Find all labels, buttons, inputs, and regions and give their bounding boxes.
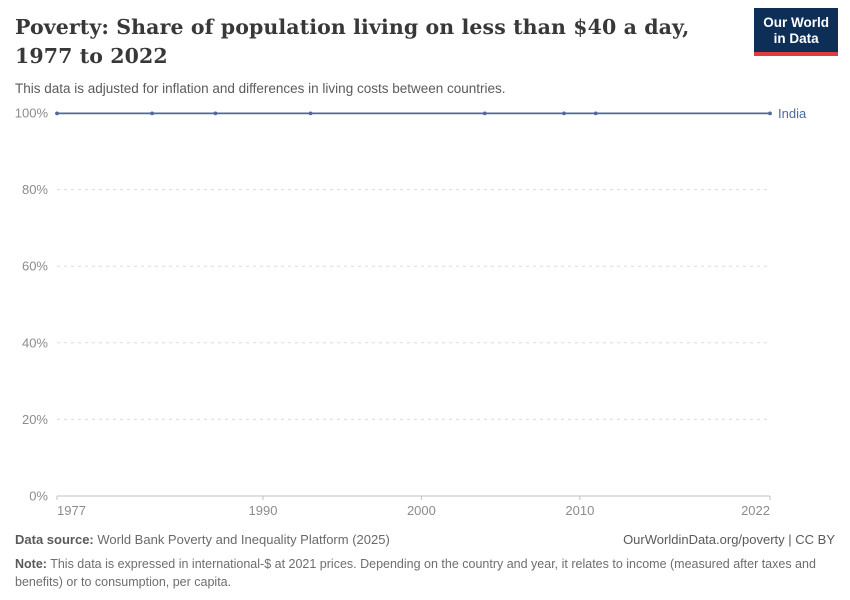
data-point-india-1983[interactable]	[150, 111, 154, 116]
data-point-india-2004[interactable]	[482, 111, 487, 116]
page-title: Poverty: Share of population living on l…	[15, 15, 690, 69]
data-point-india-1977[interactable]	[55, 111, 59, 116]
y-tick-label-40: 40%	[22, 335, 48, 350]
data-source-label: Data source:	[15, 532, 94, 547]
data-point-india-1987[interactable]	[213, 111, 218, 116]
y-tick-label-0: 0%	[29, 489, 48, 504]
note-value: This data is expressed in international-…	[15, 556, 816, 589]
x-tick-label-1977: 1977	[57, 503, 86, 518]
x-tick-label-2022: 2022	[741, 503, 770, 518]
series-label-india[interactable]: India	[778, 106, 807, 121]
x-tick-label-1990: 1990	[249, 503, 278, 518]
data-source: Data source: World Bank Poverty and Ineq…	[15, 531, 390, 550]
y-tick-label-80: 80%	[22, 182, 48, 197]
chart-note: Note: This data is expressed in internat…	[15, 555, 835, 591]
y-tick-label-60: 60%	[22, 259, 48, 274]
note-label: Note:	[15, 556, 47, 571]
data-point-india-2022[interactable]	[768, 111, 772, 116]
owid-credit-link[interactable]: OurWorldinData.org/poverty | CC BY	[623, 532, 835, 547]
chart-footer: Data source: World Bank Poverty and Ineq…	[15, 531, 835, 591]
owid-logo[interactable]: Our World in Data	[754, 8, 838, 57]
data-point-india-1993[interactable]	[308, 111, 313, 116]
y-tick-label-100: 100%	[15, 106, 49, 121]
owid-logo-line2: in Data	[773, 31, 819, 47]
data-point-india-2011[interactable]	[593, 111, 598, 116]
x-tick-label-2010: 2010	[565, 503, 594, 518]
chart-subtitle: This data is adjusted for inflation and …	[15, 81, 506, 97]
owid-logo-line1: Our World	[763, 15, 829, 30]
data-source-value: World Bank Poverty and Inequality Platfo…	[93, 532, 390, 547]
line-chart: 0% 20% 40% 60% 80% 100% 1977 1990 2000 2010 2022 In…	[0, 95, 850, 527]
chart-header: Poverty: Share of population living on l…	[15, 8, 838, 98]
x-tick-label-2000: 2000	[407, 503, 436, 518]
chart-svg: 0% 20% 40% 60% 80% 100% 1977 1990 2000 2010 2022 In…	[15, 106, 807, 519]
data-point-india-2009[interactable]	[562, 111, 566, 116]
y-tick-label-20: 20%	[22, 412, 48, 427]
